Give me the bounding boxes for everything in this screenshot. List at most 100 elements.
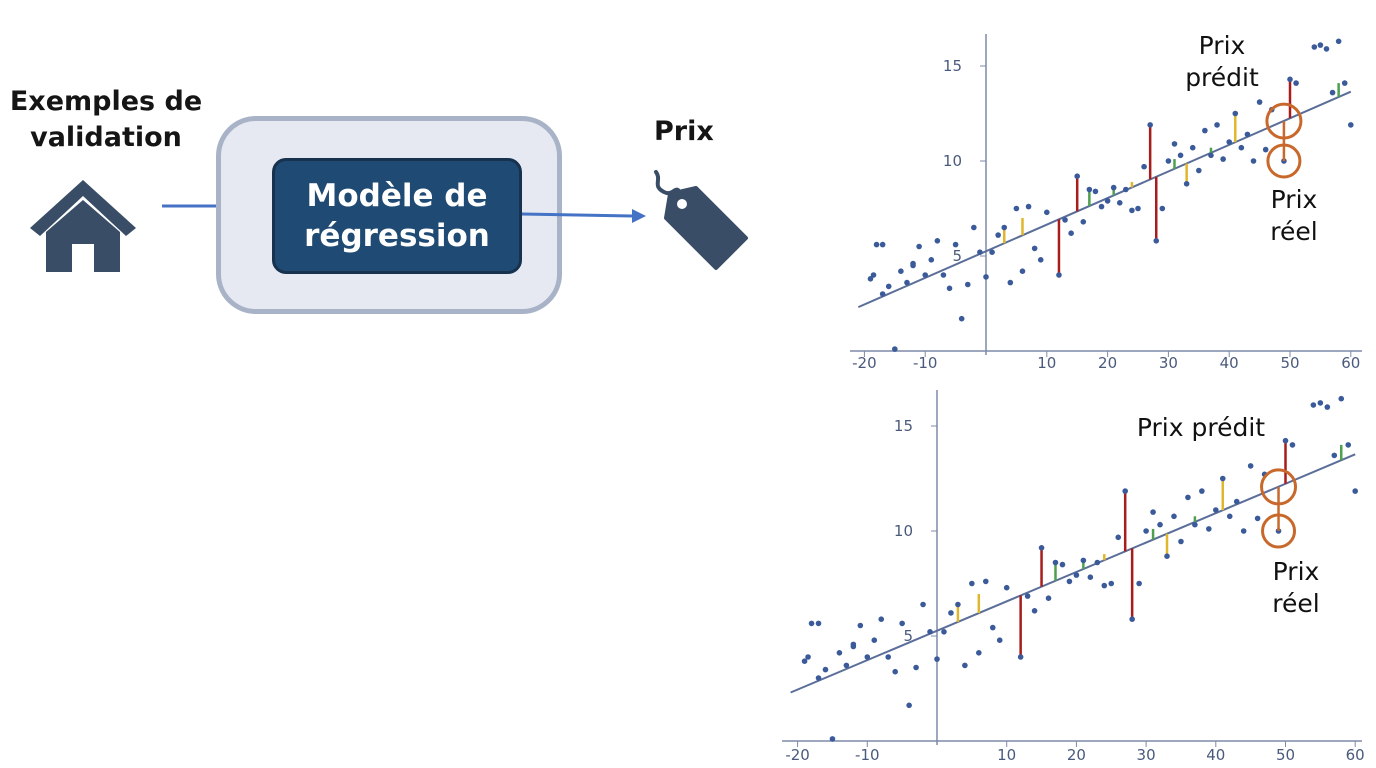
data-point-bottom xyxy=(822,666,829,673)
data-point-bottom xyxy=(982,578,989,585)
data-point-bottom xyxy=(1038,545,1045,551)
data-point-bottom xyxy=(843,662,850,669)
data-point-top xyxy=(958,315,965,322)
input-label: Exemples de validation xyxy=(9,86,203,153)
data-point-top xyxy=(1189,144,1196,151)
data-point-bottom xyxy=(1136,580,1142,587)
data-point-top xyxy=(1135,205,1141,212)
data-point-bottom xyxy=(1115,534,1122,541)
data-point-top xyxy=(916,243,922,250)
data-point-top xyxy=(867,276,874,282)
y-tick-label-top: 5 xyxy=(952,247,962,265)
data-point-bottom xyxy=(836,650,843,656)
data-point-top xyxy=(1074,173,1080,179)
data-point-top xyxy=(1250,158,1257,164)
actual-price-circle-bottom xyxy=(1261,513,1297,549)
data-point-bottom xyxy=(1066,578,1073,585)
data-point-bottom xyxy=(1073,572,1080,578)
x-tick-label-top: 10 xyxy=(1037,354,1056,372)
data-point-bottom xyxy=(829,736,836,742)
data-point-top xyxy=(904,279,910,286)
x-tick-label-bottom: 30 xyxy=(1137,746,1156,764)
data-point-bottom xyxy=(1226,513,1233,520)
data-point-bottom xyxy=(1178,538,1184,545)
data-point-bottom xyxy=(969,580,975,587)
data-point-top xyxy=(940,272,947,278)
data-point-top xyxy=(1001,224,1008,231)
data-point-top xyxy=(1287,76,1293,83)
x-tick-label-bottom: 50 xyxy=(1276,746,1295,764)
data-point-top xyxy=(1025,203,1032,210)
data-point-top xyxy=(1153,238,1160,244)
data-point-top xyxy=(879,291,886,297)
data-point-bottom xyxy=(815,620,822,627)
data-point-top xyxy=(910,260,916,267)
data-point-bottom xyxy=(899,620,905,627)
data-point-top xyxy=(971,224,977,231)
predicted-price-circle-bottom xyxy=(1260,468,1298,506)
y-tick-label-top: 10 xyxy=(943,152,962,170)
data-point-bottom xyxy=(1213,507,1219,513)
data-point-bottom xyxy=(1247,463,1254,469)
y-tick-label-bottom: 5 xyxy=(903,627,913,645)
data-point-top xyxy=(946,285,953,292)
data-point-bottom xyxy=(1143,528,1149,534)
data-point-top xyxy=(1226,139,1232,145)
data-point-top xyxy=(873,241,880,248)
data-point-top xyxy=(995,232,1001,238)
x-tick-label-bottom: 60 xyxy=(1346,746,1365,764)
data-point-bottom xyxy=(1052,559,1059,566)
data-point-top xyxy=(952,241,959,248)
data-point-bottom xyxy=(1024,593,1031,599)
data-point-top xyxy=(870,272,877,278)
data-point-top xyxy=(1068,230,1074,236)
y-tick-label-top: 15 xyxy=(943,57,962,75)
data-point-top xyxy=(1123,186,1129,193)
actual-price-label-bottom: Prix réel xyxy=(1272,557,1320,618)
data-point-bottom xyxy=(1317,400,1324,406)
x-tick-label-top: -20 xyxy=(852,354,877,372)
data-point-top xyxy=(1007,279,1014,286)
data-point-bottom xyxy=(1185,494,1191,501)
output-arrow xyxy=(522,209,646,223)
data-point-bottom xyxy=(1199,488,1205,494)
data-point-top xyxy=(1044,209,1050,216)
data-point-bottom xyxy=(801,658,808,664)
actual-price-label-top: Prix réel xyxy=(1270,185,1318,246)
data-point-bottom xyxy=(1164,553,1170,559)
data-point-bottom xyxy=(962,662,968,669)
data-point-top xyxy=(1323,46,1330,52)
x-tick-label-bottom: 10 xyxy=(997,746,1016,764)
data-point-bottom xyxy=(1171,513,1177,520)
regression-model-box: Modèle de régression xyxy=(272,158,522,274)
data-point-bottom xyxy=(948,610,954,616)
data-point-bottom xyxy=(1087,574,1094,580)
regression-line-bottom xyxy=(790,453,1356,694)
price-tag-icon xyxy=(654,170,748,270)
data-point-top xyxy=(1311,44,1318,50)
data-point-top xyxy=(928,257,935,263)
x-tick-label-top: 30 xyxy=(1159,354,1178,372)
data-point-bottom xyxy=(805,654,811,660)
actual-price-circle-top xyxy=(1266,143,1302,179)
data-point-top xyxy=(1329,89,1336,96)
data-point-bottom xyxy=(1108,580,1115,587)
data-point-bottom xyxy=(1129,616,1135,622)
data-point-top xyxy=(1019,268,1026,275)
data-point-bottom xyxy=(871,637,878,643)
data-point-bottom xyxy=(1240,528,1247,534)
data-point-bottom xyxy=(1331,452,1338,459)
predicted-price-circle-top xyxy=(1265,102,1303,140)
data-point-bottom xyxy=(1310,402,1317,408)
data-point-bottom xyxy=(1192,521,1198,528)
house-icon xyxy=(30,180,136,272)
data-point-bottom xyxy=(1122,488,1128,494)
data-point-bottom xyxy=(1206,526,1212,532)
data-point-bottom xyxy=(1289,442,1296,448)
data-point-bottom xyxy=(927,629,933,635)
data-point-top xyxy=(1031,245,1038,252)
data-point-bottom xyxy=(1150,509,1156,515)
data-point-top xyxy=(977,249,983,255)
data-point-bottom xyxy=(815,675,822,681)
